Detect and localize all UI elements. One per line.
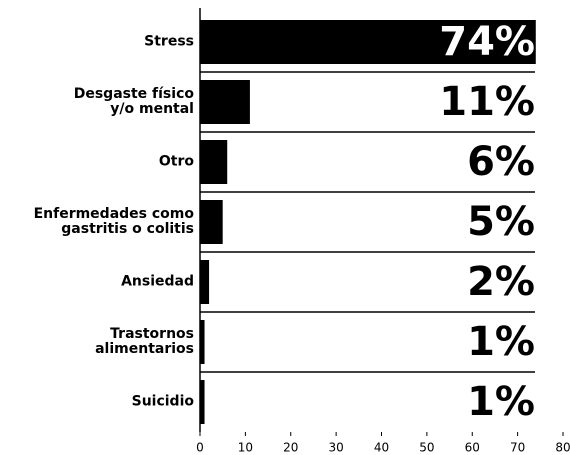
value-label: 11%: [439, 79, 535, 125]
category-label: Stress: [144, 33, 194, 50]
category-label: Desgaste físico y/o mental: [73, 86, 194, 117]
bar: [200, 80, 250, 124]
value-label: 6%: [467, 139, 535, 185]
x-tick-label: 20: [283, 441, 298, 455]
x-tick-label: 50: [419, 441, 434, 455]
bar: [200, 140, 228, 184]
bar: [200, 380, 205, 424]
x-tick-label: 0: [196, 441, 204, 455]
x-tick-label: 70: [510, 441, 525, 455]
bar: [200, 260, 210, 304]
value-label: 1%: [467, 379, 535, 425]
value-label: 2%: [467, 259, 535, 305]
bar: [200, 20, 536, 64]
x-tick-label: 10: [238, 441, 253, 455]
category-label: Trastornos alimentarios: [95, 326, 194, 357]
x-tick-label: 60: [465, 441, 480, 455]
bar: [200, 320, 205, 364]
value-label: 74%: [439, 19, 535, 65]
value-label: 5%: [467, 199, 535, 245]
value-label: 1%: [467, 319, 535, 365]
category-label: Otro: [158, 153, 194, 170]
category-label: Enfermedades como gastritis o colitis: [33, 206, 194, 237]
category-label: Ansiedad: [121, 273, 194, 290]
x-tick-label: 40: [374, 441, 389, 455]
category-label: Suicidio: [131, 393, 194, 410]
x-tick-label: 80: [555, 441, 570, 455]
bar: [200, 200, 223, 244]
x-tick-label: 30: [328, 441, 343, 455]
